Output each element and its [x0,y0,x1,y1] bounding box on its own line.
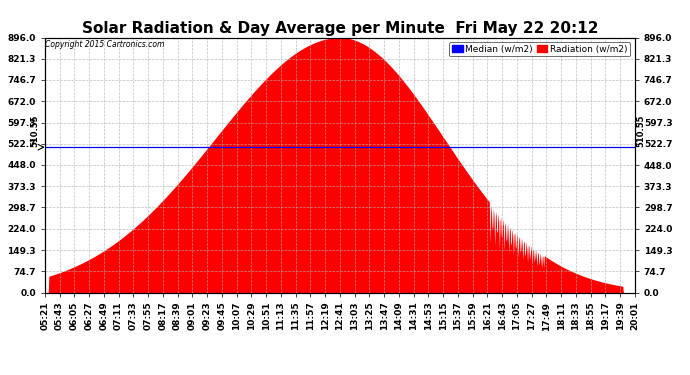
Text: 510.55: 510.55 [636,115,645,147]
Text: Copyright 2015 Cartronics.com: Copyright 2015 Cartronics.com [46,40,165,49]
Legend: Median (w/m2), Radiation (w/m2): Median (w/m2), Radiation (w/m2) [449,42,630,56]
Text: 510.55: 510.55 [30,115,39,147]
Title: Solar Radiation & Day Average per Minute  Fri May 22 20:12: Solar Radiation & Day Average per Minute… [81,21,598,36]
